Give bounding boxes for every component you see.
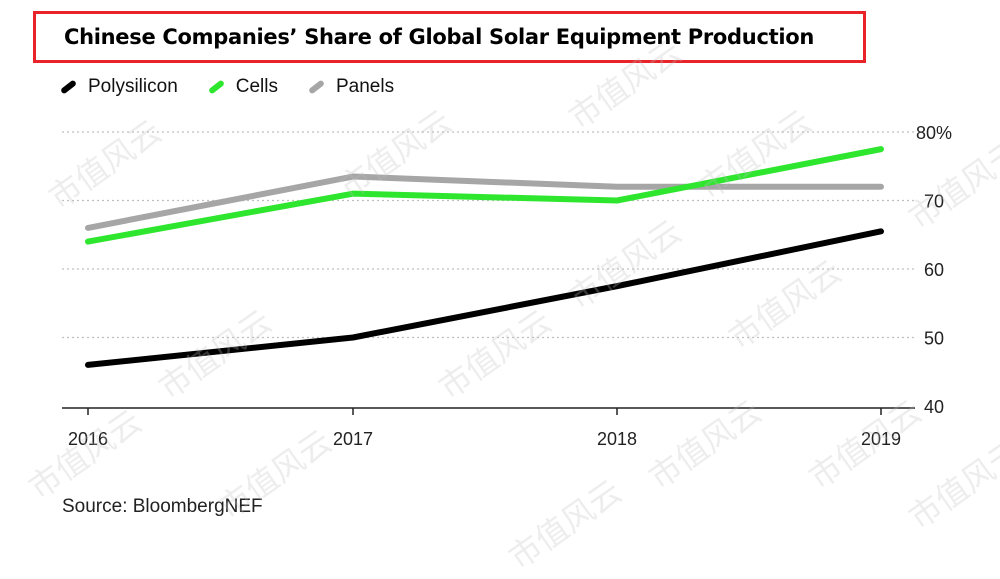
y-tick-label-60: 60 [924,260,944,280]
series-line-panels [85,173,884,231]
legend-item-polysilicon: Polysilicon [59,76,178,98]
y-tick-label-80: 80% [916,123,952,143]
y-tick-label-40: 40 [924,397,944,417]
legend-label-polysilicon: Polysilicon [88,76,178,97]
y-tick-label-50: 50 [924,329,944,349]
point-polysilicon-2017 [352,337,354,338]
series-line-cells [85,146,884,245]
x-tick-label-2018: 2018 [597,429,637,449]
point-panels-2017 [352,176,354,178]
point-panels-2018 [616,186,618,188]
legend-label-panels: Panels [336,76,395,97]
series-line-polysilicon [85,228,884,368]
legend-label-cells: Cells [235,76,278,97]
x-tick-label-2019: 2019 [861,429,901,449]
chart-title: Chinese Companies’ Share of Global Solar… [64,25,815,49]
legend-item-panels: Panels [307,76,395,98]
title-box: Chinese Companies’ Share of Global Solar… [33,11,866,63]
point-panels-2019 [880,186,882,188]
point-cells-2019 [880,148,882,150]
x-tick-label-2017: 2017 [333,429,373,449]
point-cells-2017 [352,193,354,195]
point-panels-2016 [87,227,89,229]
y-tick-label-70: 70 [924,192,944,212]
point-cells-2016 [87,241,89,243]
legend-item-cells: Cells [207,76,278,98]
point-polysilicon-2018 [616,285,618,287]
x-tick-label-2016: 2016 [68,429,108,449]
line-chart: 40 50 60 70 80% 2016 2017 2018 2019 [62,123,952,449]
point-cells-2018 [616,200,618,201]
legend: Polysilicon Cells Panels [59,76,424,98]
point-polysilicon-2016 [87,364,89,366]
point-polysilicon-2019 [880,230,882,232]
source-note: Source: BloombergNEF [62,496,263,517]
